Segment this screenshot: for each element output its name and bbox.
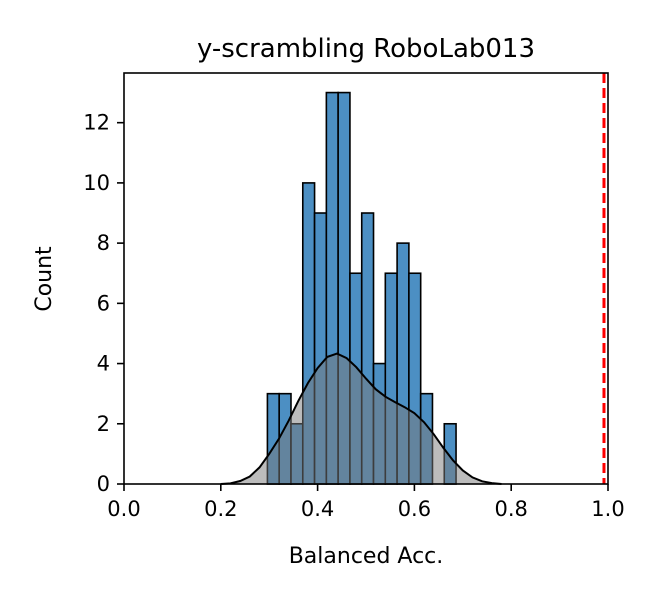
y-tick-label: 2 <box>97 412 110 436</box>
x-tick-label: 0.4 <box>301 497 334 521</box>
y-tick-label: 4 <box>97 352 110 376</box>
kde-fill <box>220 353 502 484</box>
kde-area <box>220 352 502 485</box>
kde-line <box>220 352 502 485</box>
x-tick-label: 0.2 <box>204 497 237 521</box>
y-axis-ticks: 0 2 4 6 8 10 12 <box>83 111 124 496</box>
y-axis-label: Count <box>32 246 57 312</box>
x-axis-ticks: 0.0 0.2 0.4 0.6 0.8 1.0 <box>107 484 625 521</box>
y-tick-label: 6 <box>97 291 110 315</box>
y-tick-label: 0 <box>97 472 110 496</box>
y-tick-label: 12 <box>83 111 110 135</box>
x-tick-label: 0.8 <box>494 497 527 521</box>
chart-title: y-scrambling RoboLab013 <box>197 34 535 64</box>
x-tick-label: 0.0 <box>107 497 140 521</box>
y-tick-label: 10 <box>83 171 110 195</box>
x-axis-label: Balanced Acc. <box>289 544 444 569</box>
x-tick-label: 1.0 <box>591 497 624 521</box>
y-tick-label: 8 <box>97 231 110 255</box>
plot-frame <box>123 72 609 485</box>
x-tick-label: 0.6 <box>398 497 431 521</box>
